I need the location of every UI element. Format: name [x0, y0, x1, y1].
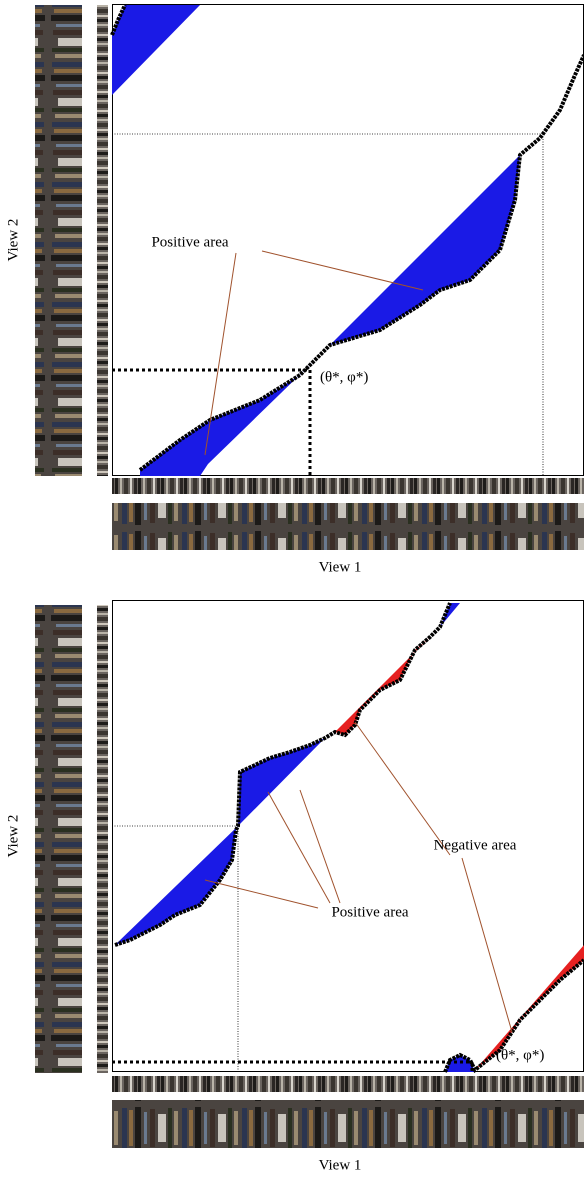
barcode-view1 [112, 1076, 584, 1092]
panel: Negative area Positive area (θ*, φ*) Vie… [5, 601, 584, 1174]
barcode-view2 [97, 605, 108, 1073]
figure: Positive area (θ*, φ*) View 1 View 2 Neg… [0, 0, 584, 1180]
annotation: Positive area [151, 234, 228, 250]
barcode-view2 [97, 5, 108, 476]
annotation: (θ*, φ*) [496, 1047, 544, 1063]
panorama-view1 [112, 503, 584, 550]
panel: Positive area (θ*, φ*) View 1 View 2 [5, 5, 584, 576]
y-label: View 2 [5, 815, 21, 858]
y-label: View 2 [5, 219, 21, 262]
annotation: Negative area [434, 837, 517, 853]
annotation: Positive area [331, 904, 408, 920]
x-label: View 1 [319, 559, 362, 575]
panorama-view2 [35, 605, 82, 1073]
plot-frame [113, 601, 584, 1072]
x-label: View 1 [319, 1157, 362, 1173]
annotation: (θ*, φ*) [320, 369, 368, 385]
panorama-view2 [35, 5, 82, 476]
barcode-view1 [112, 478, 584, 494]
panorama-view1 [112, 1100, 584, 1148]
